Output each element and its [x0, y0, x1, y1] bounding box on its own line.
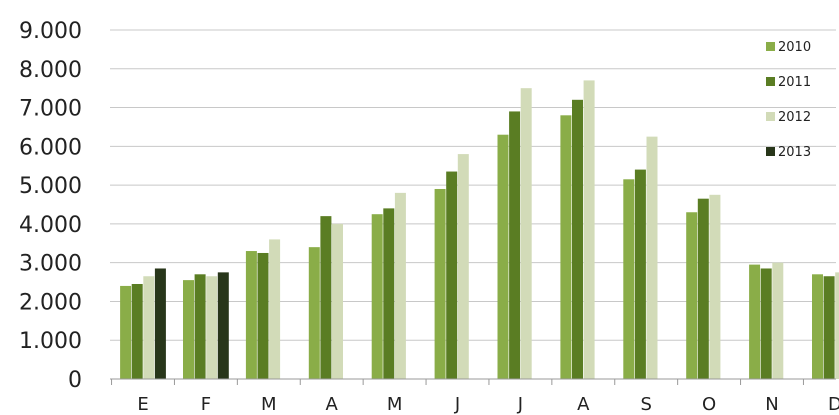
x-tick-label: S: [640, 394, 651, 415]
x-tick-label: N: [765, 394, 778, 415]
x-tick-label: E: [137, 394, 148, 415]
bar-2012: [206, 276, 218, 379]
legend-swatch: [766, 77, 775, 86]
legend-label: 2011: [778, 75, 811, 90]
x-tick-label: J: [517, 394, 523, 415]
bar-2012: [457, 154, 469, 379]
y-tick-label: 4.000: [19, 213, 82, 238]
x-tick-label: J: [454, 394, 460, 415]
legend-swatch: [766, 112, 775, 121]
bar-2011: [257, 252, 269, 379]
legend-swatch: [766, 147, 775, 156]
bar-2012: [520, 88, 532, 380]
legend-label: 2013: [778, 145, 811, 160]
x-tick-label: O: [702, 394, 716, 415]
x-tick-label: F: [201, 394, 211, 415]
bar-2010: [245, 251, 257, 379]
bar-2013: [217, 272, 229, 379]
y-tick-label: 0: [68, 368, 82, 393]
bar-2010: [623, 179, 635, 379]
y-tick-label: 2.000: [19, 290, 82, 315]
x-tick-label: A: [326, 394, 339, 415]
legend-label: 2012: [778, 110, 811, 125]
bar-2011: [509, 111, 521, 379]
bar-2011: [194, 274, 206, 379]
bar-2011: [697, 198, 709, 379]
bar-2012: [709, 194, 721, 379]
y-tick-label: 6.000: [19, 135, 82, 160]
bar-2012: [646, 136, 658, 379]
x-tick-label: M: [387, 394, 403, 415]
bar-2010: [560, 115, 572, 380]
bar-2011: [572, 99, 583, 380]
bar-2012: [772, 262, 784, 379]
y-tick-label: 3.000: [19, 252, 82, 277]
bar-2011: [634, 169, 646, 379]
bar-2011: [131, 283, 143, 379]
gridlines: [110, 29, 836, 341]
y-tick-label: 9.000: [19, 19, 82, 44]
bar-2012: [394, 192, 406, 379]
y-tick-label: 8.000: [19, 58, 82, 83]
bar-2010: [308, 247, 320, 379]
x-tick-label: D: [828, 394, 839, 415]
bar-2011: [823, 276, 835, 379]
bar-2010: [749, 264, 761, 379]
bar-2011: [760, 268, 772, 379]
bar-2010: [434, 188, 446, 379]
bar-2012: [269, 239, 281, 379]
y-tick-label: 7.000: [19, 97, 82, 122]
y-tick-label: 1.000: [19, 329, 82, 354]
axes: 0 1.000 2.000 3.000 4.000 5.000 6.000 7.000 8.00…: [19, 19, 839, 415]
legend: 2010 2011 2012 2013: [766, 40, 811, 160]
y-tick-label: 5.000: [19, 174, 82, 199]
bars: [120, 80, 839, 380]
bar-2011: [320, 216, 332, 379]
bar-2010: [812, 274, 823, 379]
legend-label: 2010: [778, 40, 811, 55]
bar-2012: [583, 80, 595, 380]
bar-2010: [120, 285, 132, 379]
x-tick-label: A: [577, 394, 590, 415]
bar-2012: [835, 272, 839, 379]
bar-2013: [154, 268, 166, 379]
bar-2011: [446, 171, 458, 379]
bar-2010: [497, 134, 509, 379]
bar-2012: [143, 276, 155, 379]
bar-2010: [371, 214, 383, 379]
bar-2011: [383, 208, 395, 379]
bar-2010: [686, 212, 698, 379]
legend-swatch: [766, 42, 775, 51]
x-tick-label: M: [261, 394, 277, 415]
bar-2010: [183, 280, 194, 379]
bar-2012: [332, 223, 343, 379]
